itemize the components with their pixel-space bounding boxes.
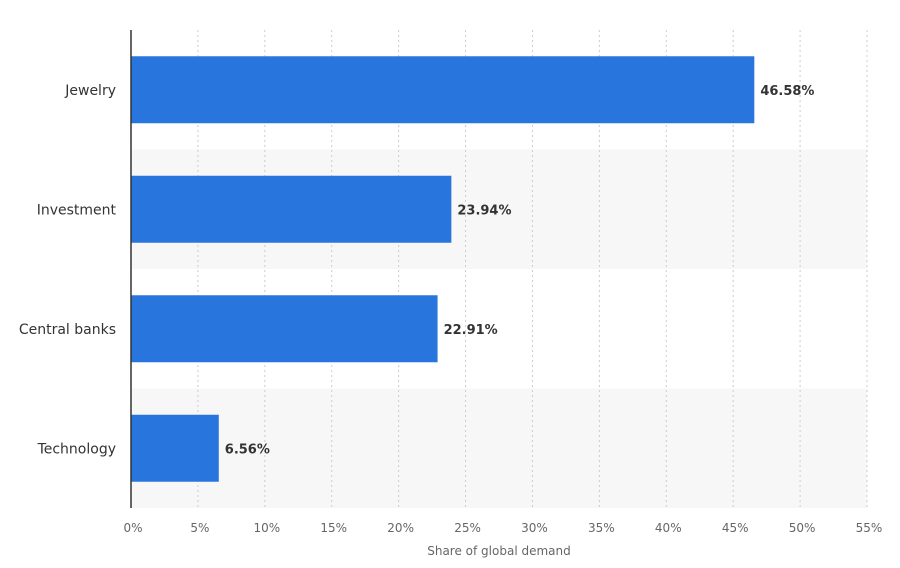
category-label: Jewelry bbox=[64, 83, 116, 99]
x-tick-label: 35% bbox=[588, 521, 615, 535]
row-bands bbox=[131, 149, 867, 508]
category-label: Investment bbox=[37, 202, 117, 218]
category-label: Technology bbox=[37, 441, 116, 457]
bar[interactable] bbox=[131, 175, 452, 243]
value-labels: 46.58% 23.94% 22.91% 6.56% bbox=[225, 84, 815, 458]
value-label: 46.58% bbox=[760, 84, 814, 99]
category-label: Central banks bbox=[19, 322, 116, 338]
x-tick-label: 0% bbox=[123, 521, 142, 535]
x-tick-label: 40% bbox=[655, 521, 682, 535]
bar[interactable] bbox=[131, 414, 219, 482]
value-label: 6.56% bbox=[225, 442, 270, 457]
x-tick-label: 45% bbox=[722, 521, 749, 535]
bar[interactable] bbox=[131, 295, 438, 363]
category-labels: Jewelry Investment Central banks Technology bbox=[19, 83, 117, 458]
x-tick-label: 5% bbox=[190, 521, 209, 535]
value-label: 22.91% bbox=[444, 323, 498, 338]
value-label: 23.94% bbox=[457, 203, 511, 218]
x-tick-labels: 0% 5% 10% 15% 20% 25% 30% 35% 40% 45% 50% 55% bbox=[123, 521, 882, 535]
x-tick-label: 25% bbox=[454, 521, 481, 535]
x-axis-title: Share of global demand bbox=[427, 544, 571, 558]
x-tick-label: 20% bbox=[387, 521, 414, 535]
bars bbox=[131, 56, 755, 482]
row-band bbox=[131, 388, 867, 508]
x-tick-label: 10% bbox=[253, 521, 280, 535]
x-tick-label: 15% bbox=[320, 521, 347, 535]
x-tick-label: 30% bbox=[521, 521, 548, 535]
x-tick-label: 50% bbox=[789, 521, 816, 535]
bar[interactable] bbox=[131, 56, 755, 124]
x-tick-label: 55% bbox=[856, 521, 883, 535]
